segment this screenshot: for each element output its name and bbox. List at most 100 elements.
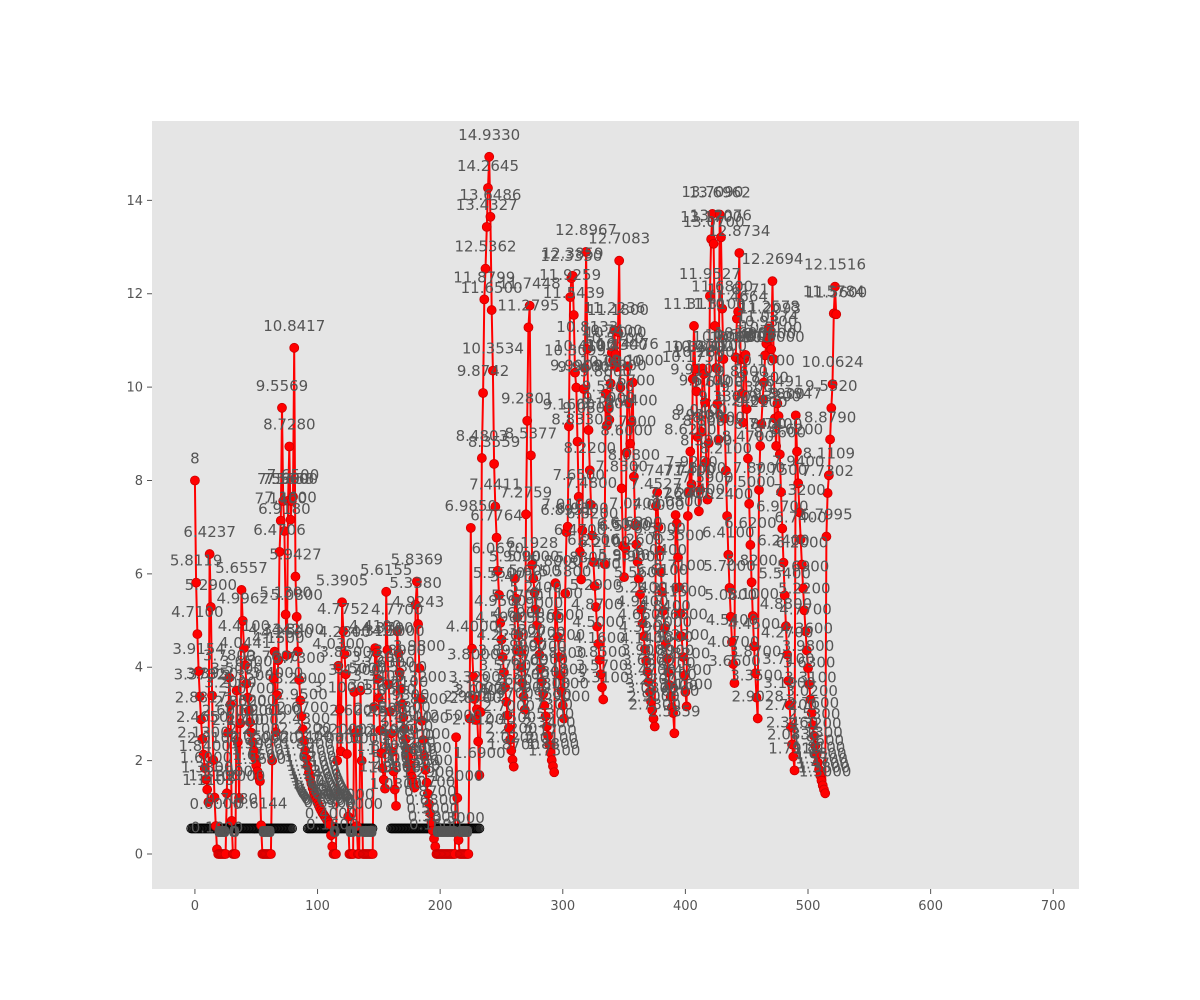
data-point — [398, 712, 409, 723]
data-point — [523, 322, 534, 333]
data-point — [613, 327, 623, 337]
y-tick-label: 0 — [135, 847, 143, 862]
data-point — [559, 713, 569, 724]
data-point — [416, 716, 427, 726]
data-point — [490, 501, 501, 512]
data-label: 14.2645 — [457, 157, 519, 175]
data-label: 3.5000 — [334, 660, 387, 678]
marker-layer — [186, 151, 842, 859]
data-point — [741, 404, 752, 414]
data-label: 3.9900 — [495, 637, 548, 655]
data-point — [652, 487, 663, 498]
data-point — [557, 700, 568, 711]
data-label: 3.0200 — [647, 682, 700, 700]
data-point — [733, 306, 744, 317]
data-point — [654, 545, 665, 556]
data-label: 3.3700 — [497, 666, 550, 684]
data-label: 7.0000 — [632, 496, 685, 514]
data-label: 5.5400 — [758, 564, 811, 582]
data-point — [787, 739, 797, 750]
data-label: 3.1600 — [660, 675, 713, 693]
data-label: 3.1800 — [537, 675, 590, 693]
data-label: 4.7700 — [779, 600, 832, 618]
data-point — [616, 483, 627, 494]
data-point — [533, 635, 544, 646]
data-point — [773, 411, 784, 421]
data-label: 3.8000 — [447, 646, 500, 664]
data-point — [294, 674, 305, 685]
data-point — [369, 702, 379, 712]
data-label: 0.4000 — [305, 804, 358, 822]
data-label: 3.7300 — [273, 649, 326, 667]
data-point — [620, 543, 631, 554]
data-point — [743, 453, 753, 464]
data-point — [720, 465, 731, 476]
data-label: 3.9700 — [514, 638, 567, 656]
data-point — [825, 434, 835, 445]
data-label: 8.3559 — [468, 433, 521, 451]
data-point — [768, 354, 779, 365]
data-label: 6.2400 — [757, 532, 810, 550]
data-label: 4.3700 — [361, 619, 414, 637]
data-label: 0 — [265, 823, 275, 841]
data-label: 8.0800 — [608, 446, 661, 464]
data-point — [230, 849, 241, 859]
data-label: 6.2000 — [776, 534, 829, 552]
data-label: 9.7300 — [736, 369, 789, 387]
data-point — [334, 704, 345, 715]
data-point — [389, 784, 400, 795]
data-point — [794, 507, 805, 518]
data-label: 4.2200 — [657, 626, 710, 644]
data-label: 5.6000 — [508, 562, 561, 580]
data-point — [702, 494, 713, 505]
data-point — [649, 721, 660, 732]
data-label: 2.8817 — [175, 688, 228, 706]
data-point — [291, 611, 302, 622]
data-label: 6.6200 — [724, 514, 777, 532]
data-label: 7.5653 — [262, 470, 315, 488]
data-label: 3.5700 — [479, 656, 532, 674]
data-point — [696, 427, 707, 437]
data-point — [781, 621, 791, 632]
data-label: 0 — [215, 823, 225, 841]
data-label: 12.8734 — [708, 222, 770, 240]
data-point — [419, 751, 430, 761]
data-point — [626, 417, 637, 428]
data-point — [270, 727, 281, 738]
data-label: 2.8000 — [214, 692, 267, 710]
data-label: 6.4700 — [554, 521, 607, 539]
data-point — [682, 511, 693, 521]
data-point — [201, 774, 211, 785]
data-label: 3.6300 — [362, 654, 415, 672]
data-point — [589, 581, 600, 591]
data-point — [599, 559, 610, 569]
data-point — [381, 586, 392, 597]
data-point — [453, 835, 464, 845]
data-label: 1.9200 — [383, 733, 436, 751]
data-label: 2.3400 — [523, 714, 576, 732]
data-point — [522, 415, 533, 426]
data-label: 11.3110 — [663, 295, 725, 313]
data-label: 5.6155 — [360, 561, 413, 579]
data-label: 0.6144 — [235, 794, 288, 812]
data-label: 1.7700 — [367, 740, 420, 758]
data-point — [749, 641, 759, 652]
data-label: 11.6500 — [461, 279, 523, 297]
data-point — [331, 849, 341, 859]
data-point — [665, 691, 676, 702]
data-label: 0 — [261, 823, 271, 841]
data-point — [273, 655, 284, 666]
data-label: 2.6800 — [378, 698, 431, 716]
data-label: 7.2759 — [500, 483, 553, 501]
data-label: 3.3200 — [448, 668, 501, 686]
data-label: 2.0400 — [280, 728, 333, 746]
data-point — [782, 649, 793, 660]
data-label: 1.5300 — [400, 752, 453, 770]
data-point — [729, 678, 740, 689]
data-label: 8.8800 — [692, 408, 745, 426]
data-label: 9.8600 — [716, 363, 769, 381]
data-point — [481, 221, 492, 232]
data-point — [750, 668, 761, 679]
data-point — [485, 211, 496, 222]
y-tick-label: 10 — [126, 381, 143, 396]
